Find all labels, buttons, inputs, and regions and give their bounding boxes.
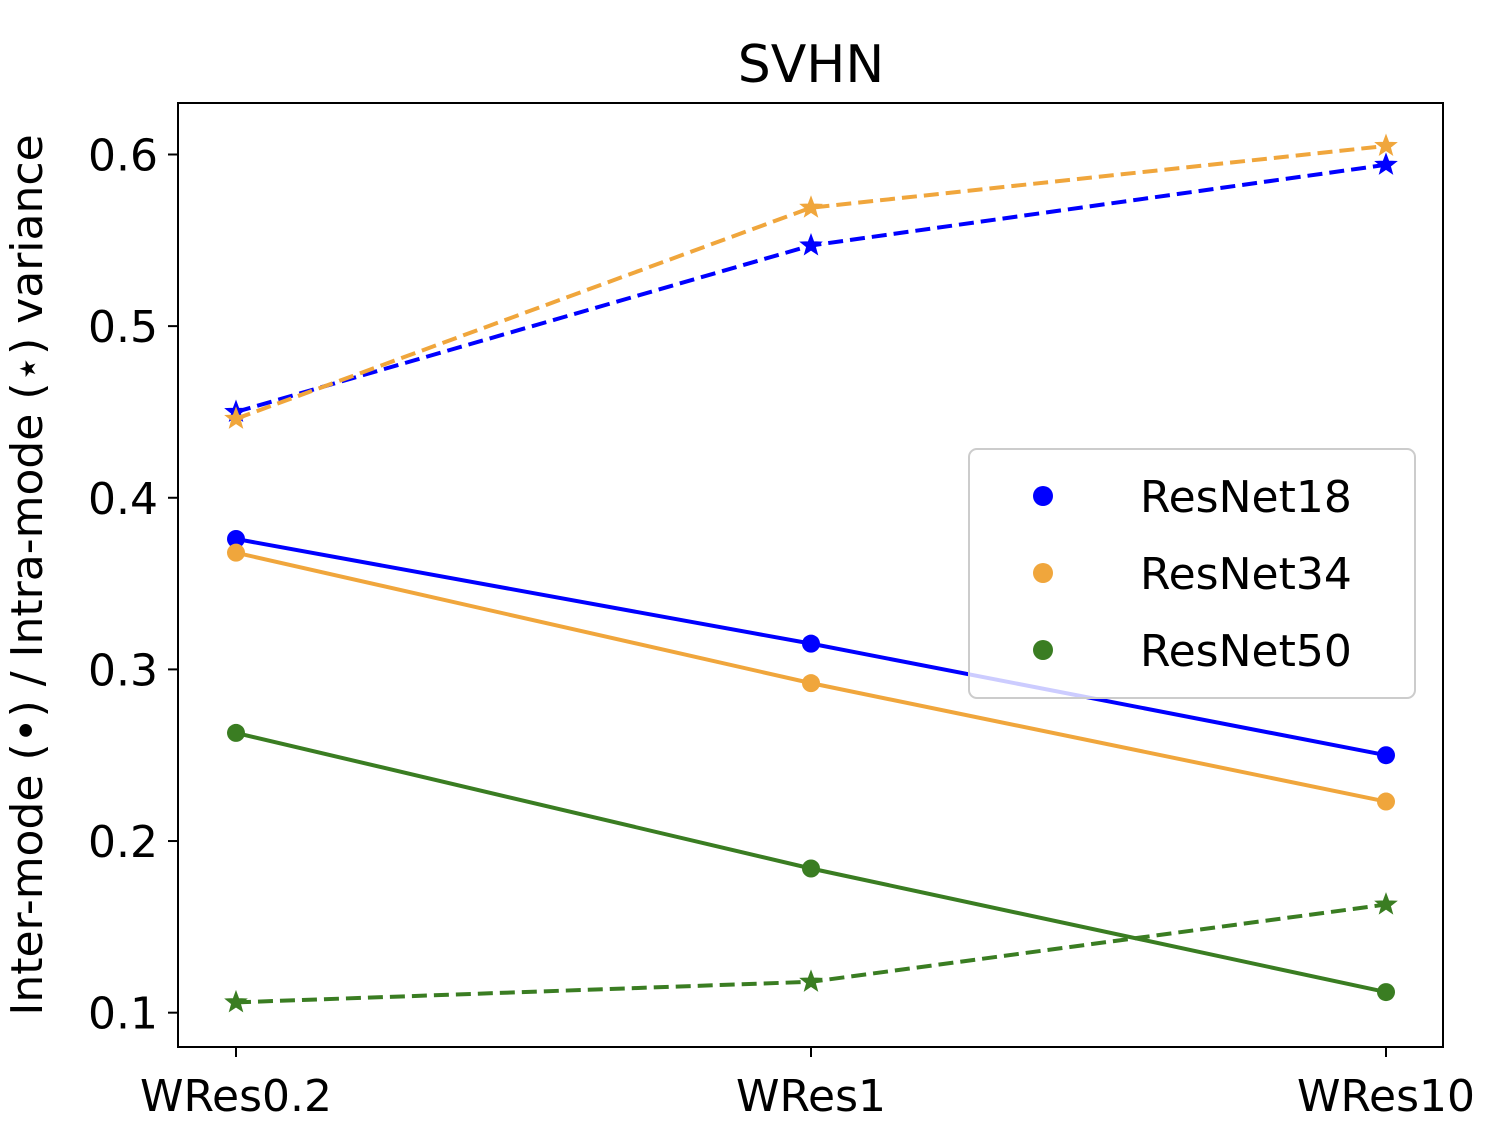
data-point-star-resnet34 xyxy=(1374,133,1398,156)
data-point-dot-resnet18 xyxy=(1377,746,1395,765)
data-point-dot-resnet50 xyxy=(1377,983,1395,1002)
data-point-dot-resnet50 xyxy=(227,723,245,742)
legend-label-resnet50: ResNet50 xyxy=(1140,626,1352,677)
legend-label-resnet18: ResNet18 xyxy=(1140,472,1352,523)
series-line-intra-resnet34 xyxy=(235,143,1387,421)
data-point-dot-resnet34 xyxy=(802,674,820,693)
legend-marker-resnet18 xyxy=(1033,486,1053,506)
legend-marker-resnet34 xyxy=(1033,563,1053,583)
data-point-dot-resnet18 xyxy=(802,634,820,653)
data-point-star-resnet50 xyxy=(1374,892,1398,915)
y-tick-label: 0.4 xyxy=(88,474,158,525)
y-tick-label: 0.5 xyxy=(88,302,158,353)
data-point-dot-resnet50 xyxy=(802,859,820,878)
data-point-dot-resnet34 xyxy=(1377,792,1395,811)
data-point-star-resnet18 xyxy=(799,233,823,256)
x-tick-label: WRes10 xyxy=(1297,1071,1475,1122)
data-point-dot-resnet34 xyxy=(227,543,245,562)
y-tick-label: 0.2 xyxy=(88,817,158,868)
y-tick-label: 0.1 xyxy=(88,989,158,1040)
y-tick-label: 0.6 xyxy=(88,130,158,181)
data-point-star-resnet18 xyxy=(1374,152,1398,175)
chart-title: SVHN xyxy=(738,35,885,95)
axes: 0.1 0.2 0.3 0.4 0.5 0.6 WRes0.2 WRes1 WRes10 xyxy=(88,130,1475,1122)
data-point-star-resnet34 xyxy=(224,406,248,429)
legend-marker-resnet50 xyxy=(1033,640,1053,660)
legend: ResNet18 ResNet34 ResNet50 xyxy=(968,448,1416,699)
data-point-star-resnet50 xyxy=(224,989,248,1013)
y-axis-label: Inter-mode (•) / Intra-mode (⋆) variance xyxy=(2,134,53,1015)
data-point-star-resnet50 xyxy=(799,969,823,992)
plot-area xyxy=(224,133,1398,1013)
data-point-star-resnet34 xyxy=(799,195,823,218)
y-tick-label: 0.3 xyxy=(88,645,158,696)
data-point-dot-resnet18 xyxy=(227,529,245,548)
x-tick-label: WRes0.2 xyxy=(140,1071,332,1122)
x-tick-label: WRes1 xyxy=(736,1071,886,1122)
legend-box xyxy=(968,448,1416,699)
legend-label-resnet34: ResNet34 xyxy=(1140,549,1352,600)
